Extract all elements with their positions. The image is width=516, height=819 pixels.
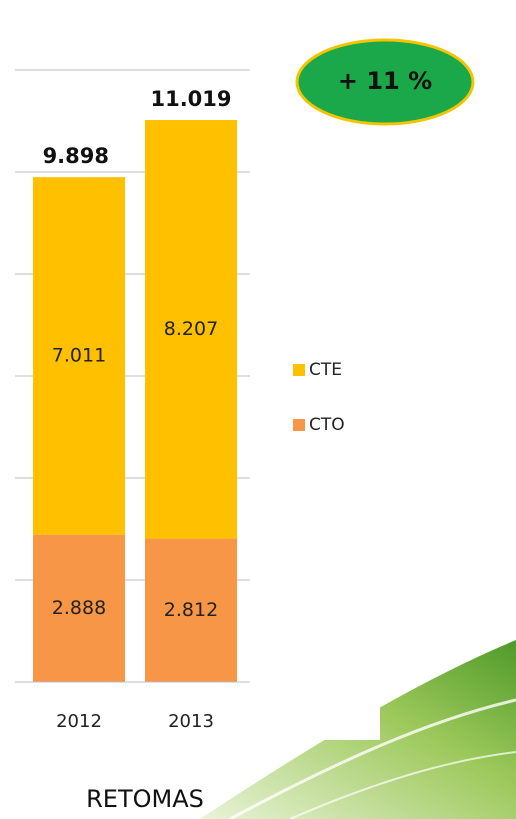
bar-segment (145, 120, 237, 539)
x-tick-label: 2012 (56, 711, 102, 732)
total-label: 11.019 (150, 87, 231, 111)
data-label: 2.812 (164, 599, 218, 621)
bar-segment (33, 177, 125, 535)
x-tick-label: 2013 (168, 711, 214, 732)
background-swoosh (0, 640, 516, 819)
data-label: 7.011 (52, 344, 106, 366)
annotation: + 11 % (338, 67, 432, 95)
legend-swatch (293, 364, 305, 376)
total-label: 9.898 (43, 144, 109, 168)
bar-segment (145, 538, 237, 682)
legend-label: CTE (309, 360, 342, 380)
badge: + 11 % (295, 38, 475, 126)
data-label: 8.207 (164, 318, 218, 340)
chart-title: RETOMAS (86, 785, 204, 813)
legend-swatch (293, 419, 305, 431)
legend-label: CTO (309, 415, 345, 435)
bar-segment (33, 534, 125, 682)
data-label: 2.888 (52, 597, 106, 619)
